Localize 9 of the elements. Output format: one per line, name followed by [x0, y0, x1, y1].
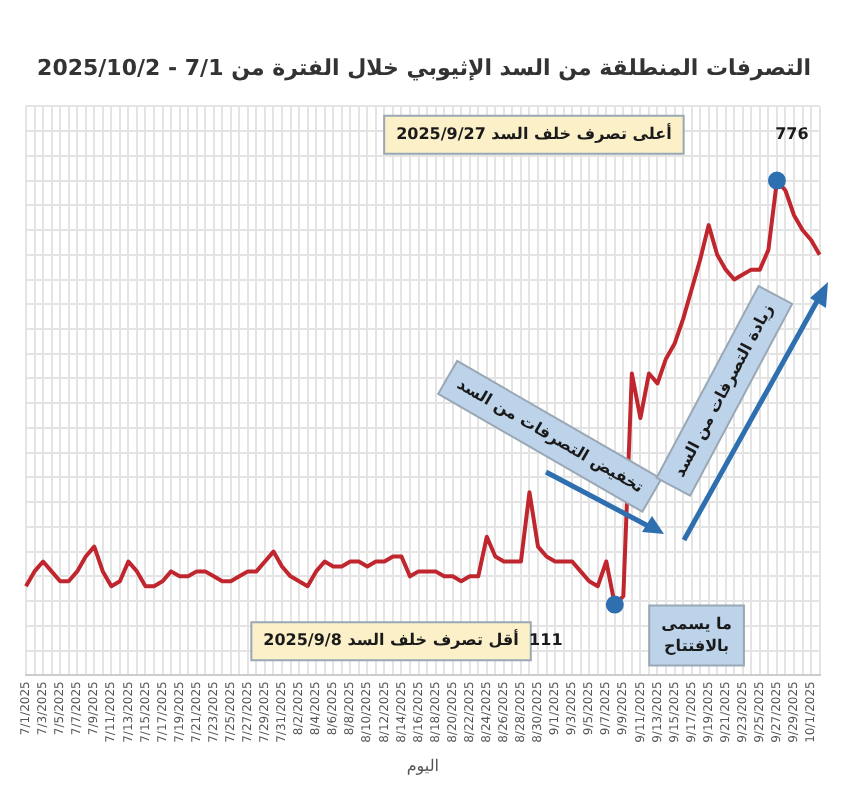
- chart-title: التصرفات المنطلقة من السد الإثيوبي خلال الفترة من 7/1 - 2025/10/2: [37, 54, 811, 81]
- annotation: 111: [529, 631, 564, 650]
- annotation: زيادة التصرفات من السد: [670, 300, 778, 480]
- text: أعلى تصرف خلف السد 2025/9/27: [396, 123, 673, 143]
- annotation: ما يسمى بالافتتاح: [661, 614, 733, 655]
- annotation: تخفيض التصرفات من السد: [454, 374, 647, 497]
- x-axis-title: اليوم: [406, 756, 439, 775]
- annotation: أقل تصرف خلف السد 2025/9/8: [263, 629, 520, 650]
- text: 776: [775, 125, 810, 143]
